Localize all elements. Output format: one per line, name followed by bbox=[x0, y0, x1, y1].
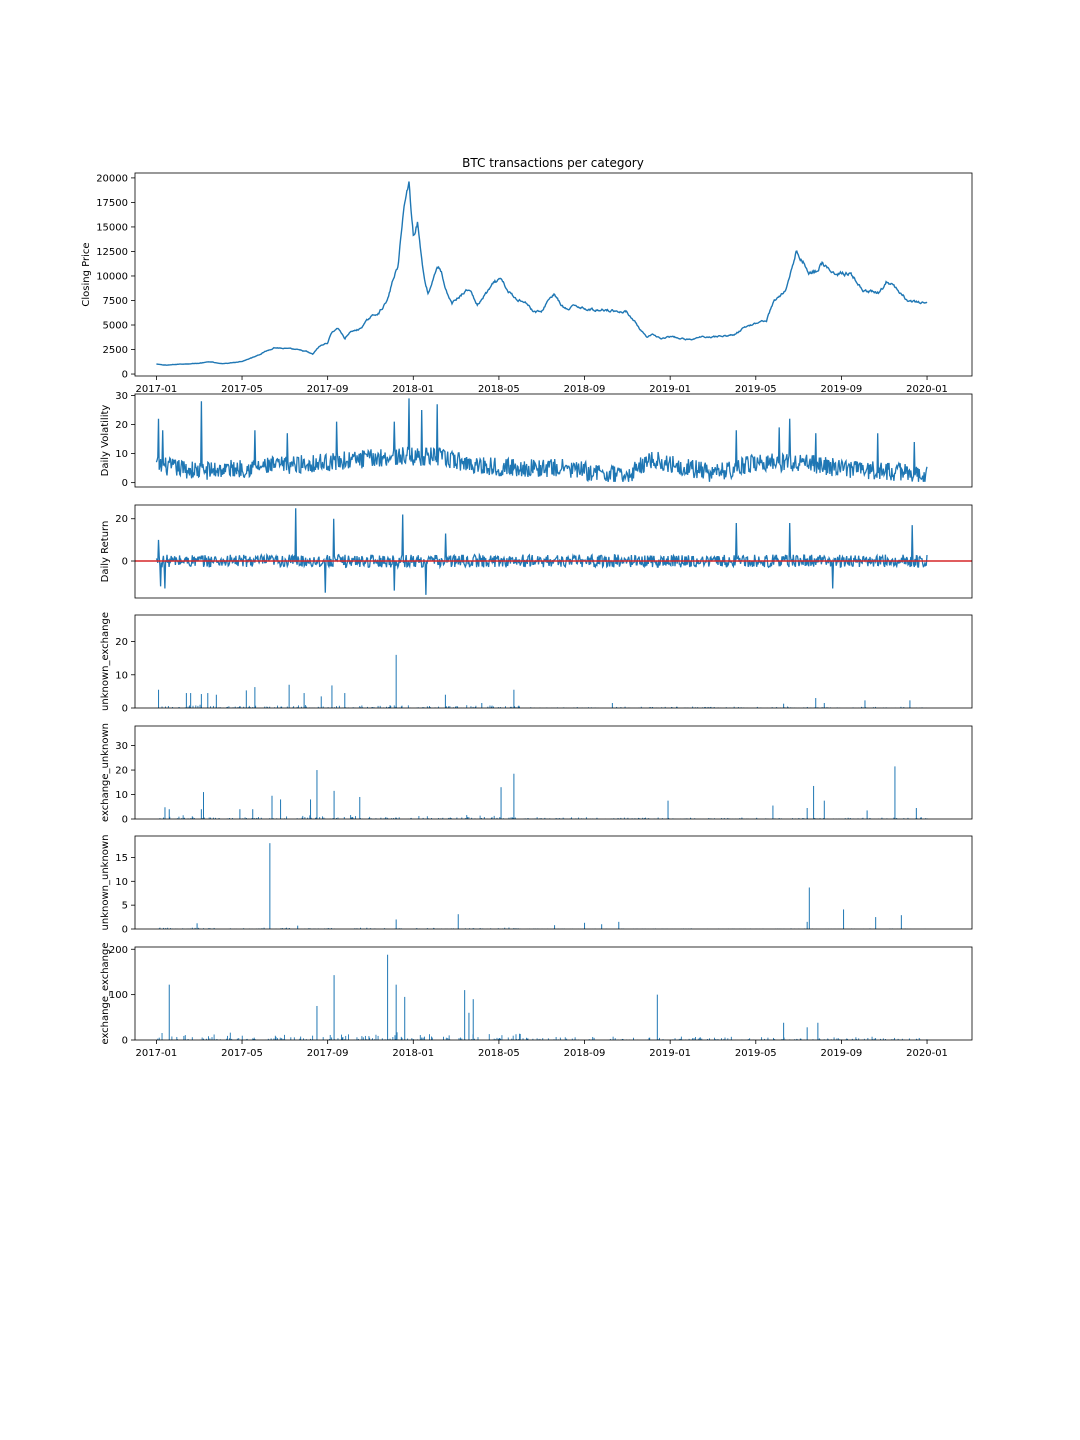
xtick-label: 2018-05 bbox=[478, 1048, 520, 1059]
ylabel-daily-return: Daily Return bbox=[100, 521, 111, 583]
axes-frame bbox=[134, 614, 973, 709]
xtick-label: 2018-09 bbox=[564, 384, 606, 395]
xtick-label: 2018-09 bbox=[564, 1048, 606, 1059]
ytick-label: 10000 bbox=[96, 271, 128, 282]
xtick-label: 2019-05 bbox=[735, 1048, 777, 1059]
plot-area bbox=[156, 181, 928, 366]
axes-frame bbox=[134, 725, 973, 820]
panel-daily-volatility: 0 10 20 30 Daily Volatility bbox=[100, 391, 973, 489]
ytick-label: 0 bbox=[122, 815, 128, 826]
ytick-label: 5 bbox=[122, 901, 128, 912]
ylabel-daily-volatility: Daily Volatility bbox=[100, 405, 111, 477]
xtick-label: 2017-09 bbox=[307, 1048, 349, 1059]
xtick-label: 2020-01 bbox=[906, 384, 948, 395]
panels: 02500500075001000012500150001750020000Cl… bbox=[81, 172, 973, 1059]
ytick-label: 10 bbox=[115, 790, 128, 801]
xtick-label: 2018-01 bbox=[392, 1048, 434, 1059]
axes-frame bbox=[134, 393, 973, 488]
ytick-label: 0 bbox=[122, 1036, 128, 1047]
xtick-label: 2017-05 bbox=[221, 1048, 263, 1059]
ytick-label: 20 bbox=[115, 420, 128, 431]
ylabel-closing-price: Closing Price bbox=[81, 242, 92, 306]
ytick-label: 0 bbox=[122, 925, 128, 936]
xtick-label: 2020-01 bbox=[906, 1048, 948, 1059]
ytick-label: 0 bbox=[122, 557, 128, 568]
panel-closing-price: 0 2500 5000 7500 10000 12500 15000 17500 20000 Cl… bbox=[81, 172, 973, 395]
plot-area bbox=[156, 766, 928, 819]
ylabel-exchange-unknown: exchange_unknown bbox=[100, 723, 111, 822]
panel-exchange-unknown: 0 10 20 30 exchange_unknown bbox=[100, 723, 973, 826]
ytick-label: 10 bbox=[115, 449, 128, 460]
ytick-label: 15 bbox=[115, 853, 128, 864]
daily-return-line bbox=[155, 508, 928, 595]
ytick-label: 10 bbox=[115, 670, 128, 681]
plot-area bbox=[155, 398, 928, 483]
plot-area bbox=[135, 508, 972, 595]
ytick-label: 20000 bbox=[96, 173, 128, 184]
panel-unknown-unknown: 0 5 10 15 unknown_unknown bbox=[100, 835, 973, 936]
xtick-label: 2019-09 bbox=[821, 1048, 863, 1059]
axes-frame bbox=[134, 946, 973, 1041]
xtick-label: 2019-01 bbox=[649, 384, 691, 395]
xtick-label: 2017-01 bbox=[136, 384, 178, 395]
xtick-label: 2019-01 bbox=[649, 1048, 691, 1059]
ytick-label: 20 bbox=[115, 766, 128, 777]
plot-area bbox=[158, 843, 927, 929]
xtick-label: 2018-01 bbox=[392, 384, 434, 395]
price-line bbox=[156, 181, 928, 366]
ytick-label: 10 bbox=[115, 877, 128, 888]
chart-title: BTC transactions per category bbox=[462, 156, 644, 170]
axes-frame bbox=[134, 172, 973, 377]
ytick-label: 20 bbox=[115, 637, 128, 648]
ytick-label: 0 bbox=[122, 704, 128, 715]
ytick-label: 30 bbox=[115, 741, 128, 752]
ytick-label: 20 bbox=[115, 514, 128, 525]
ytick-label: 5000 bbox=[103, 321, 128, 332]
ytick-label: 0 bbox=[122, 370, 128, 381]
ytick-label: 200 bbox=[109, 945, 128, 956]
ytick-label: 100 bbox=[109, 990, 128, 1001]
panel-daily-return: 0 20 Daily Return bbox=[100, 504, 973, 599]
ytick-label: 30 bbox=[115, 391, 128, 402]
xtick-label: 2017-01 bbox=[136, 1048, 178, 1059]
xtick-label: 2019-05 bbox=[735, 384, 777, 395]
ylabel-unknown-unknown: unknown_unknown bbox=[100, 835, 111, 931]
ytick-label: 2500 bbox=[103, 345, 128, 356]
axes-frame bbox=[134, 504, 973, 599]
ytick-label: 7500 bbox=[103, 296, 128, 307]
ylabel-exchange-exchange: exchange_exchange bbox=[100, 942, 111, 1044]
ytick-label: 0 bbox=[122, 478, 128, 489]
xtick-label: 2018-05 bbox=[478, 384, 520, 395]
ytick-label: 15000 bbox=[96, 222, 128, 233]
axes-frame bbox=[134, 835, 973, 930]
panel-unknown-exchange: 0 10 20 unknown_exchange bbox=[100, 612, 973, 715]
plot-area bbox=[158, 654, 927, 708]
xtick-label: 2019-09 bbox=[821, 384, 863, 395]
ytick-label: 17500 bbox=[96, 198, 128, 209]
daily-volatility-line bbox=[155, 398, 928, 483]
xtick-label: 2017-09 bbox=[307, 384, 349, 395]
ylabel-unknown-exchange: unknown_exchange bbox=[100, 612, 111, 711]
xtick-label: 2017-05 bbox=[221, 384, 263, 395]
plot-area bbox=[157, 954, 928, 1040]
ytick-label: 12500 bbox=[96, 247, 128, 258]
